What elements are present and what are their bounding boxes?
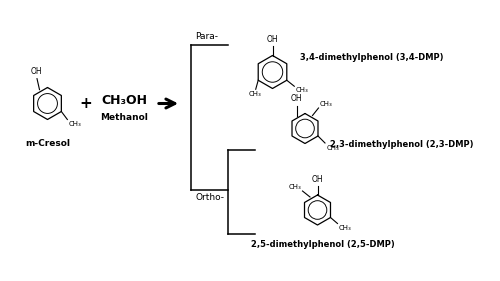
Text: +: +: [80, 96, 92, 111]
Text: OH: OH: [290, 94, 302, 103]
Text: 3,4-dimethylphenol (3,4-DMP): 3,4-dimethylphenol (3,4-DMP): [300, 53, 444, 62]
Text: CH₃OH: CH₃OH: [101, 94, 147, 106]
Text: CH₃: CH₃: [339, 225, 351, 230]
Text: CH₃: CH₃: [320, 101, 333, 106]
Text: m-Cresol: m-Cresol: [25, 139, 70, 148]
Text: CH₃: CH₃: [288, 183, 301, 189]
Text: OH: OH: [266, 35, 278, 44]
Text: CH₃: CH₃: [69, 121, 82, 127]
Text: Para-: Para-: [195, 32, 218, 41]
Text: Ortho-: Ortho-: [195, 193, 224, 202]
Text: CH₃: CH₃: [296, 87, 308, 93]
Text: Methanol: Methanol: [100, 112, 148, 121]
Text: OH: OH: [312, 175, 324, 184]
Text: OH: OH: [30, 67, 42, 76]
Text: 2,3-dimethylphenol (2,3-DMP): 2,3-dimethylphenol (2,3-DMP): [330, 140, 474, 149]
Text: CH₃: CH₃: [326, 144, 339, 151]
Text: 2,5-dimethylphenol (2,5-DMP): 2,5-dimethylphenol (2,5-DMP): [250, 240, 394, 249]
Text: CH₃: CH₃: [248, 91, 261, 97]
